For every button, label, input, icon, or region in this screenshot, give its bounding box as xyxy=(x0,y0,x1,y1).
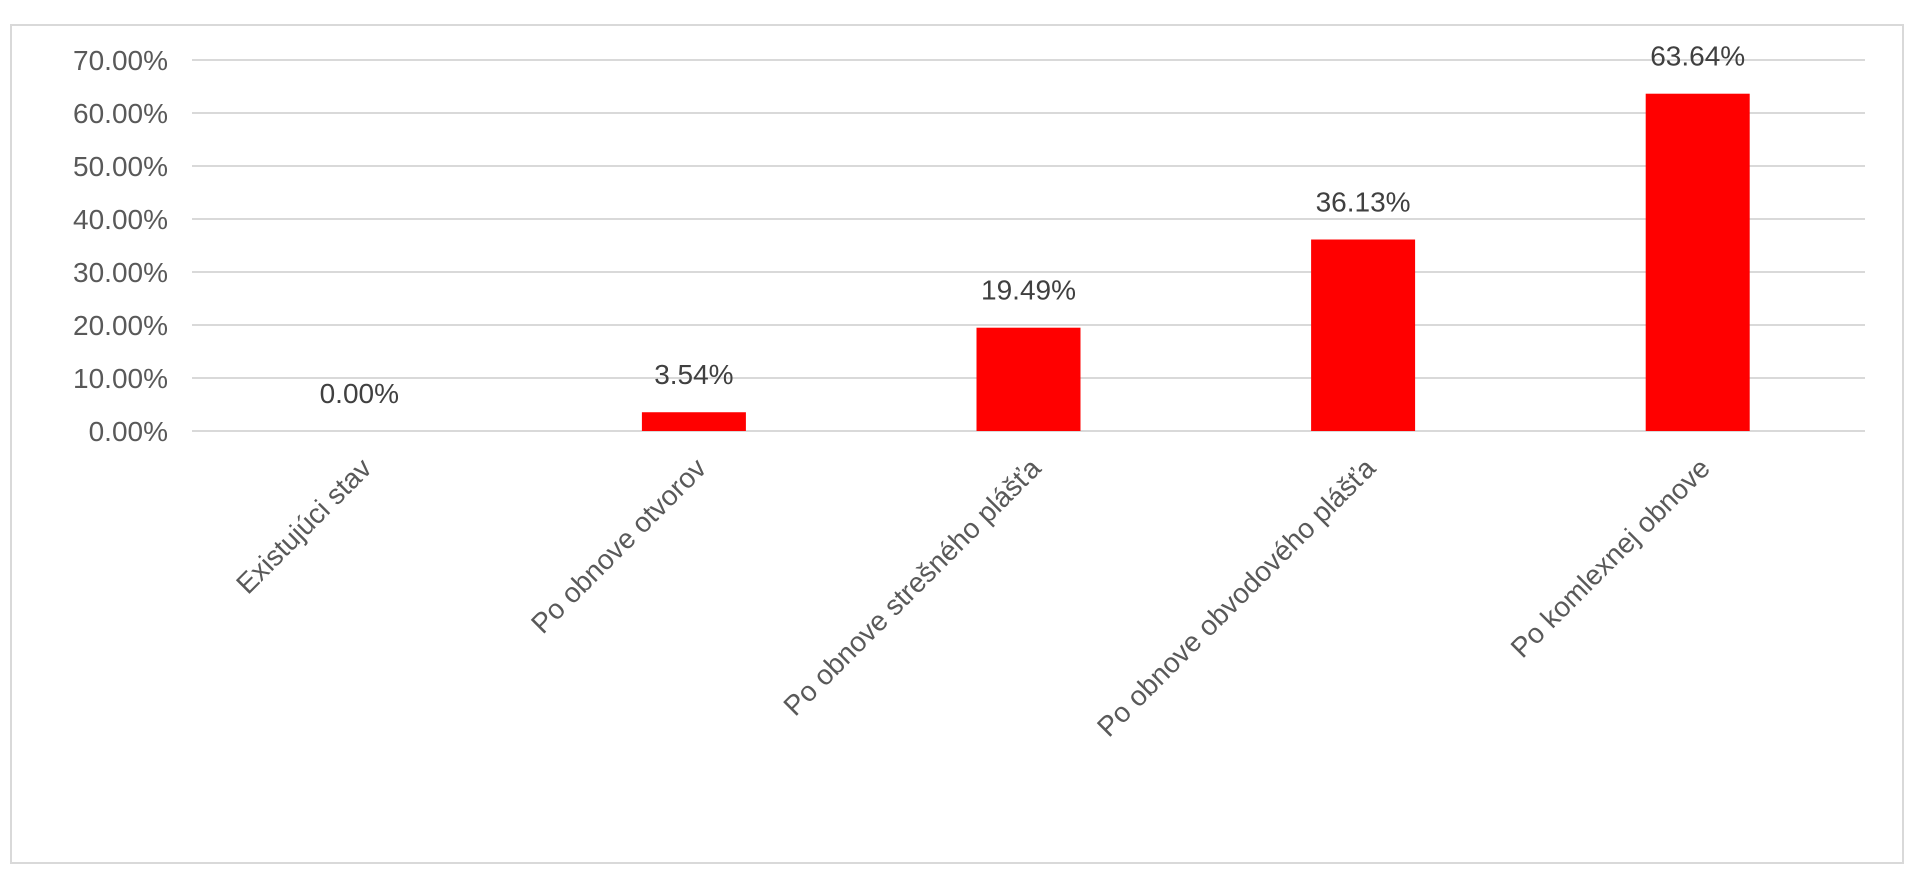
chart-frame xyxy=(10,24,1904,864)
category-label: Po obnove obvodového plášťa xyxy=(1091,452,1382,743)
y-tick-label: 20.00% xyxy=(73,310,168,341)
y-tick-label: 30.00% xyxy=(73,257,168,288)
gridlines xyxy=(192,59,1865,432)
category-label: Po komlexnej obnove xyxy=(1505,452,1716,663)
bar xyxy=(976,327,1081,431)
category-labels: Existujúci stav Po obnove otvorov Po obnov… xyxy=(230,452,1716,743)
y-tick-label: 50.00% xyxy=(73,151,168,182)
category-label: Existujúci stav xyxy=(230,452,377,599)
data-labels: 0.00% 3.54% 19.49% 36.13% 63.64% xyxy=(320,41,1746,409)
data-label: 3.54% xyxy=(654,359,733,390)
y-tick-label: 0.00% xyxy=(89,416,168,447)
y-tick-label: 60.00% xyxy=(73,98,168,129)
category-label: Po obnove strešného plášťa xyxy=(777,452,1047,722)
bar xyxy=(641,412,746,431)
data-label: 63.64% xyxy=(1650,41,1745,72)
category-label: Po obnove otvorov xyxy=(525,452,712,639)
y-tick-label: 70.00% xyxy=(73,45,168,76)
y-tick-label: 40.00% xyxy=(73,204,168,235)
data-label: 0.00% xyxy=(320,378,399,409)
data-label: 19.49% xyxy=(981,275,1076,306)
y-axis-tick-labels: 0.00% 10.00% 20.00% 30.00% 40.00% 50.00% 60.00… xyxy=(73,45,168,447)
bars xyxy=(641,93,1750,431)
y-tick-label: 10.00% xyxy=(73,363,168,394)
bar xyxy=(1311,239,1416,431)
bar xyxy=(1645,93,1750,431)
data-label: 36.13% xyxy=(1316,187,1411,218)
